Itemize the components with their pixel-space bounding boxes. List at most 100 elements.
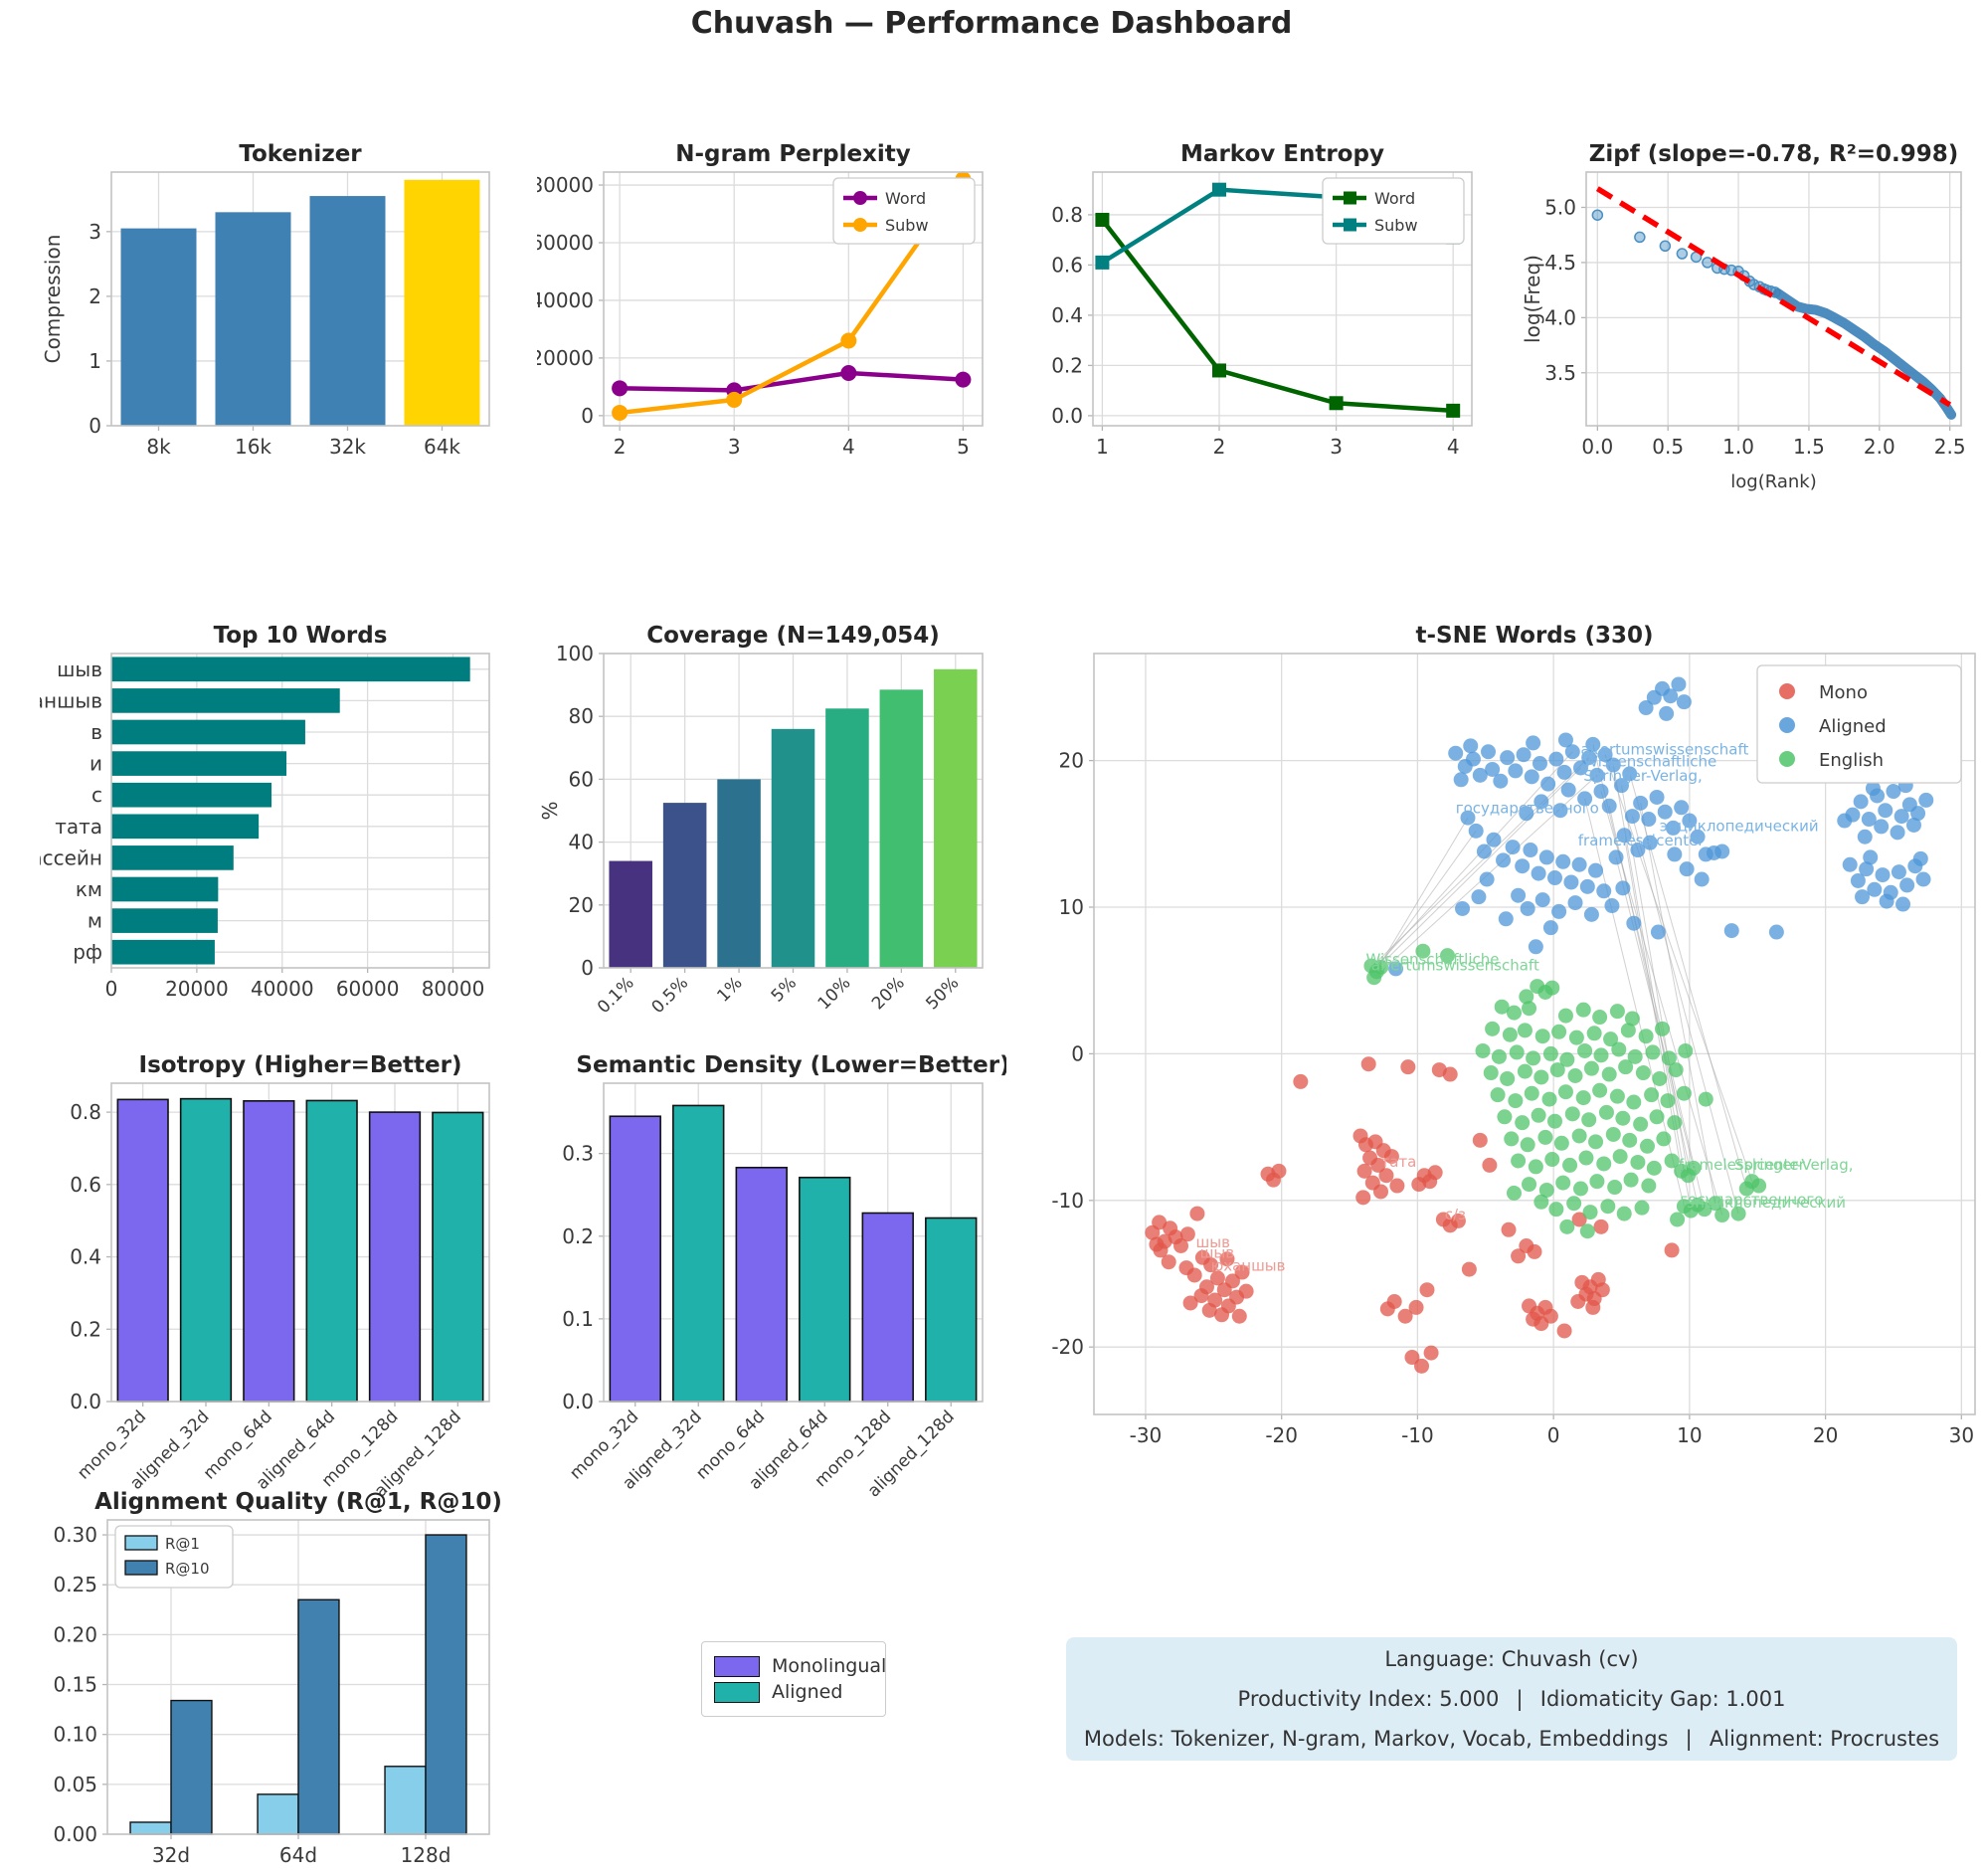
tick-label: 30: [1949, 1423, 1974, 1447]
tsne-point-english: [1589, 1174, 1605, 1190]
data-point: [1212, 182, 1226, 197]
legend-item-monolingual: Monolingual: [714, 1655, 886, 1677]
category-label: 50%: [922, 973, 963, 1014]
tick-label: 0.15: [53, 1673, 97, 1697]
tsne-point-english: [1502, 1027, 1518, 1042]
chart-alignment-quality: 0.00 0.05 0.10 0.15 0.20 0.25 0.30 32d 64d 128d Al…: [40, 1468, 507, 1876]
tsne-point-english: [1553, 1135, 1569, 1151]
tsne-point-english: [1544, 1152, 1560, 1168]
tick-label: 0: [1071, 1041, 1084, 1065]
tsne-point-aligned: [1624, 809, 1640, 825]
tsne-point-english: [1609, 1088, 1625, 1104]
tsne-point-english: [1582, 1205, 1598, 1220]
tsne-point-mono: [1224, 1273, 1240, 1289]
tsne-point-aligned: [1649, 789, 1665, 805]
chart-title: N-gram Perplexity: [675, 141, 911, 167]
tsne-point-aligned: [1679, 861, 1695, 877]
tsne-point-mono: [1370, 1157, 1386, 1173]
tick-label: 0.1: [562, 1307, 594, 1331]
plot-border: [1093, 653, 1976, 1415]
tsne-point-aligned: [1663, 688, 1679, 704]
category-label: 8k: [146, 435, 171, 459]
alignment-line: [1623, 835, 1683, 1172]
tsne-word-label: юханшыв: [1211, 1257, 1286, 1275]
tsne-point-english: [1475, 1042, 1491, 1058]
tsne-point-aligned: [1597, 747, 1613, 763]
tsne-point-english: [1506, 1185, 1522, 1201]
category-label: 64k: [424, 435, 460, 459]
legend-label: Subw: [1374, 216, 1418, 235]
tsne-point-aligned: [1891, 864, 1906, 880]
tsne-point-aligned: [1579, 878, 1595, 894]
legend-box: [1756, 664, 1962, 784]
bar: [609, 1115, 661, 1403]
tick-label: 1.5: [1793, 435, 1825, 459]
tsne-point-english: [1511, 1153, 1527, 1169]
tick-label: 80: [569, 704, 594, 728]
tick-label: 3: [728, 435, 741, 459]
x-axis-label: log(Rank): [1730, 471, 1816, 492]
chart-isotropy: 0.0 0.2 0.4 0.6 0.8 mono_32d aligned_32d mono_6…: [40, 1052, 507, 1519]
bar: [170, 1699, 213, 1835]
category-label: и: [90, 752, 102, 776]
y-axis-label: %: [538, 801, 562, 820]
tsne-point-english: [1655, 1021, 1671, 1036]
alignment-line: [1375, 817, 1469, 971]
data-point: [955, 371, 972, 388]
tsne-word-label: государственного: [1680, 1191, 1823, 1209]
tick-label: 20000: [537, 346, 594, 370]
tsne-point-aligned: [1555, 853, 1571, 869]
tsne-point-english: [1609, 1004, 1625, 1020]
tsne-point-aligned: [1899, 877, 1915, 893]
tsne-point-english: [1547, 1113, 1563, 1129]
category-label: 5%: [768, 973, 801, 1006]
tsne-point-aligned: [1626, 915, 1642, 931]
category-label: тата: [55, 815, 102, 839]
alignment-line: [1631, 816, 1739, 1215]
data-point: [1329, 396, 1344, 411]
data-point: [612, 404, 629, 421]
category-label: 0.5%: [647, 973, 692, 1018]
tsne-point-aligned: [1915, 871, 1931, 887]
tsne-point-mono: [1397, 1308, 1413, 1324]
tsne-point-aligned: [1468, 823, 1484, 839]
tsne-point-english: [1639, 1138, 1655, 1154]
tsne-point-aligned: [1552, 803, 1568, 819]
data-point: [840, 364, 857, 381]
data-point: [1446, 403, 1461, 418]
tsne-point-english: [1738, 1181, 1754, 1197]
tsne-point-aligned: [1895, 896, 1911, 912]
tick-label: 0.0: [70, 1390, 101, 1413]
tsne-point-aligned: [1486, 832, 1502, 847]
chart-title: Top 10 Words: [214, 623, 388, 649]
bar: [120, 228, 197, 426]
tick-label: 80000: [422, 977, 485, 1001]
tsne-point-aligned: [1865, 781, 1881, 797]
tsne-point-aligned: [1531, 865, 1546, 881]
tsne-point-english: [1509, 1044, 1525, 1060]
tsne-point-english: [1439, 948, 1455, 964]
bar: [215, 212, 291, 426]
tick-label: 4: [1447, 435, 1460, 459]
tsne-point-aligned: [1524, 769, 1539, 785]
tsne-point-mono: [1355, 1190, 1371, 1206]
tsne-point-mono: [1472, 1132, 1488, 1148]
tsne-point-english: [1564, 1106, 1580, 1122]
tick-label: 80000: [537, 173, 594, 197]
tsne-point-english: [1664, 1153, 1680, 1169]
tick-label: 0: [581, 956, 594, 980]
trend-line: [1595, 186, 1952, 408]
tsne-point-mono: [1234, 1264, 1250, 1280]
data-point: [1591, 209, 1604, 221]
tsne-point-aligned: [1853, 794, 1869, 810]
tick-label: 60: [569, 767, 594, 791]
tsne-point-english: [1698, 1091, 1713, 1107]
bar: [879, 689, 924, 968]
tsne-point-aligned: [1516, 747, 1532, 763]
tick-label: 0: [581, 404, 594, 428]
tsne-point-aligned: [1650, 924, 1666, 940]
tsne-point-english: [1708, 1196, 1723, 1212]
plot-border: [603, 171, 984, 427]
series-line: [1100, 218, 1454, 414]
